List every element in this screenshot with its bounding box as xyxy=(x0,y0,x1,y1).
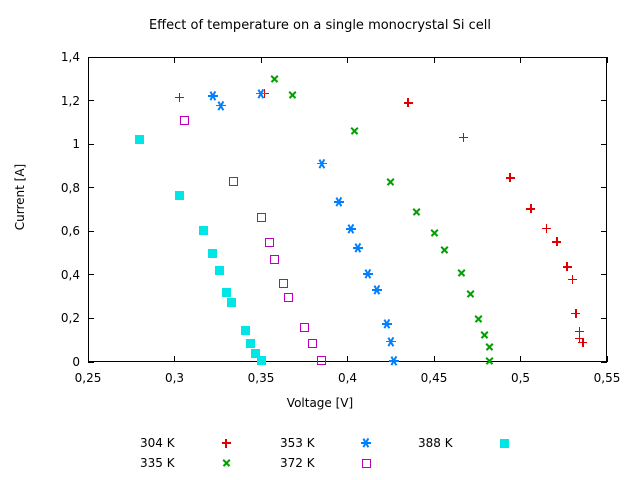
y-tick-label: 1 xyxy=(72,137,80,152)
y-tick-mark xyxy=(88,317,94,319)
y-tick-mark xyxy=(88,274,94,276)
y-tick-mark xyxy=(88,100,94,102)
marker-fsquare xyxy=(499,438,509,448)
legend-label-388-k: 388 K xyxy=(418,436,453,450)
y-tick-mark-right xyxy=(601,187,607,189)
x-axis-label: Voltage [V] xyxy=(286,396,354,410)
y-tick-mark xyxy=(88,361,94,363)
x-tick-mark-top xyxy=(606,57,608,63)
legend-label-372-k: 372 K xyxy=(280,456,315,470)
x-tick-label: 0,25 xyxy=(74,371,102,385)
x-tick-mark xyxy=(174,356,175,362)
x-tick-mark xyxy=(520,356,521,362)
legend-label-353-k: 353 K xyxy=(280,436,315,450)
y-tick-mark xyxy=(88,230,94,232)
x-tick-mark-top xyxy=(347,57,348,63)
y-axis-label: Current [A] xyxy=(13,163,27,231)
y-tick-mark-right xyxy=(601,361,607,363)
y-tick-mark xyxy=(88,143,94,145)
y-tick-label: 0,4 xyxy=(60,267,80,282)
x-tick-label: 0,35 xyxy=(247,371,275,385)
y-tick-mark-right xyxy=(601,230,607,232)
y-tick-mark-right xyxy=(601,143,607,145)
x-tick-label: 0,4 xyxy=(337,371,358,385)
x-tick-label: 0,3 xyxy=(164,371,185,385)
y-tick-mark-right xyxy=(601,274,607,276)
x-tick-label: 0,45 xyxy=(420,371,448,385)
chart-legend: 304 K 335 K 353 K 372 K 388 K xyxy=(140,432,560,474)
x-tick-mark-top xyxy=(87,57,89,63)
plot-area xyxy=(88,57,607,362)
x-tick-mark xyxy=(87,356,89,362)
x-tick-mark xyxy=(347,356,348,362)
marker-osquare xyxy=(361,458,371,468)
x-tick-label: 0,5 xyxy=(510,371,531,385)
x-tick-mark-top xyxy=(260,57,262,63)
y-tick-mark-right xyxy=(601,100,607,102)
y-tick-mark xyxy=(88,56,94,58)
y-tick-mark-right xyxy=(601,56,607,58)
x-tick-mark xyxy=(260,356,262,362)
y-tick-label: 0,8 xyxy=(60,180,80,195)
y-tick-label: 1,2 xyxy=(60,93,80,108)
marker-plus xyxy=(221,439,231,447)
x-tick-mark xyxy=(606,356,608,362)
y-tick-mark xyxy=(88,187,94,189)
legend-label-335-k: 335 K xyxy=(140,456,175,470)
y-tick-label: 1,4 xyxy=(60,50,80,64)
x-tick-label: 0,55 xyxy=(593,371,621,385)
x-tick-mark xyxy=(433,356,435,362)
x-tick-mark-top xyxy=(174,57,175,63)
y-tick-label: 0,2 xyxy=(60,311,80,326)
x-tick-mark-top xyxy=(433,57,435,63)
chart-title: Effect of temperature on a single monocr… xyxy=(148,18,492,33)
y-tick-label: 0,6 xyxy=(60,224,80,239)
legend-label-304-k: 304 K xyxy=(140,436,175,450)
x-tick-mark-top xyxy=(520,57,521,63)
y-tick-label: 0 xyxy=(72,355,80,369)
y-tick-mark-right xyxy=(601,317,607,319)
